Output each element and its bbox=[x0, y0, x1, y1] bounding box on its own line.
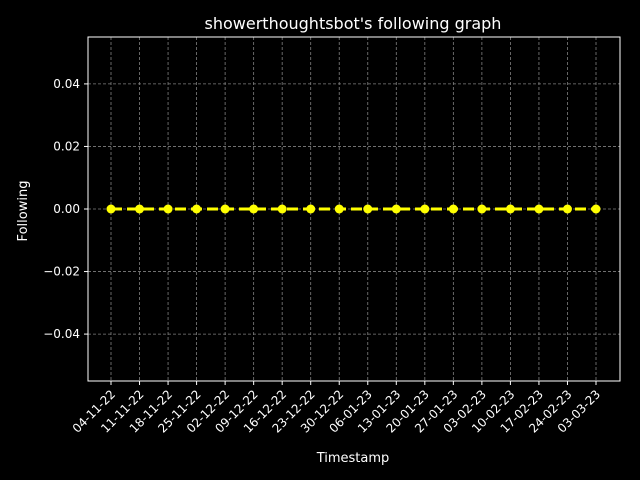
data-point bbox=[591, 204, 601, 214]
y-tick-label: −0.02 bbox=[43, 265, 80, 279]
data-point bbox=[192, 204, 202, 214]
data-point bbox=[391, 204, 401, 214]
y-tick-label: 0.00 bbox=[53, 202, 80, 216]
data-point bbox=[306, 204, 316, 214]
data-point bbox=[106, 204, 116, 214]
y-tick-label: 0.02 bbox=[53, 139, 80, 153]
data-point bbox=[249, 204, 259, 214]
y-tick-label: 0.04 bbox=[53, 77, 80, 91]
x-ticks: 04-11-2211-11-2218-11-2225-11-2202-12-22… bbox=[70, 381, 603, 436]
x-axis-label: Timestamp bbox=[316, 451, 390, 466]
data-point bbox=[562, 204, 572, 214]
chart-title: showerthoughtsbot's following graph bbox=[205, 14, 502, 33]
data-point bbox=[534, 204, 544, 214]
data-point bbox=[277, 204, 287, 214]
y-tick-label: −0.04 bbox=[43, 327, 80, 341]
data-point bbox=[135, 204, 145, 214]
data-point bbox=[163, 204, 173, 214]
data-point bbox=[477, 204, 487, 214]
data-point bbox=[334, 204, 344, 214]
data-point bbox=[420, 204, 430, 214]
data-point bbox=[448, 204, 458, 214]
data-point bbox=[220, 204, 230, 214]
y-axis-label: Following bbox=[16, 181, 31, 242]
series-layer bbox=[106, 204, 601, 214]
data-point bbox=[505, 204, 515, 214]
data-point bbox=[363, 204, 373, 214]
y-ticks: −0.04 −0.02 0.00 0.02 0.04 bbox=[43, 77, 88, 341]
